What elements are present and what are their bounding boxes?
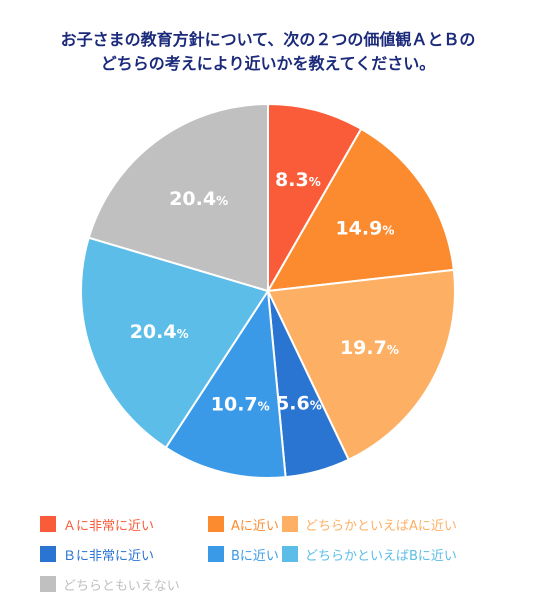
pie-slice-2 bbox=[266, 127, 455, 293]
legend-item-1: Ａに非常に近い bbox=[40, 515, 155, 534]
legend-swatch bbox=[208, 516, 224, 532]
legend-label: Bに近い bbox=[231, 548, 279, 564]
slice-value-label-1: 8.3% bbox=[275, 169, 321, 191]
legend-swatch bbox=[40, 576, 56, 592]
legend-item-4: Ｂに非常に近い bbox=[40, 545, 155, 564]
legend-swatch bbox=[208, 546, 224, 562]
legend-swatch bbox=[282, 516, 298, 532]
pie-slice-6 bbox=[80, 236, 270, 450]
legend-label: Aに近い bbox=[231, 518, 279, 534]
slice-value-label-4: 5.6% bbox=[276, 393, 322, 415]
slice-value-label-7: 20.4% bbox=[169, 188, 228, 210]
pie-slice-5 bbox=[164, 288, 287, 479]
legend-label: どちらともいえない bbox=[63, 578, 180, 594]
legend-swatch bbox=[40, 516, 56, 532]
slice-value-label-5: 10.7% bbox=[211, 394, 270, 416]
legend-item-3: どちらかといえばAに近い bbox=[282, 515, 457, 534]
slice-value-label-3: 19.7% bbox=[340, 337, 399, 359]
legend-item-5: Bに近い bbox=[208, 545, 279, 564]
legend-label: どちらかといえばBに近い bbox=[305, 548, 457, 564]
legend-item-6: どちらかといえばBに近い bbox=[282, 545, 457, 564]
chart-title-line2: どちらの考えにより近いかを教えてください。 bbox=[100, 54, 436, 73]
chart-title-line1: お子さまの教育方針について、次の２つの価値観ＡとＢの bbox=[60, 30, 476, 49]
legend-item-7: どちらともいえない bbox=[40, 575, 180, 594]
legend-label: どちらかといえばAに近い bbox=[305, 518, 457, 534]
pie-slice-1 bbox=[267, 102, 363, 295]
legend-label: Ｂに非常に近い bbox=[63, 548, 155, 564]
legend-swatch bbox=[40, 546, 56, 562]
legend-label: Ａに非常に近い bbox=[63, 518, 155, 534]
chart-title: お子さまの教育方針について、次の２つの価値観ＡとＢの どちらの考えにより近いかを… bbox=[0, 28, 536, 76]
legend-item-2: Aに近い bbox=[208, 515, 279, 534]
legend-swatch bbox=[282, 546, 298, 562]
pie-slice-7 bbox=[87, 102, 269, 293]
pie-slice-3 bbox=[266, 268, 456, 462]
slice-value-label-2: 14.9% bbox=[335, 217, 394, 239]
slice-value-label-6: 20.4% bbox=[130, 321, 189, 343]
